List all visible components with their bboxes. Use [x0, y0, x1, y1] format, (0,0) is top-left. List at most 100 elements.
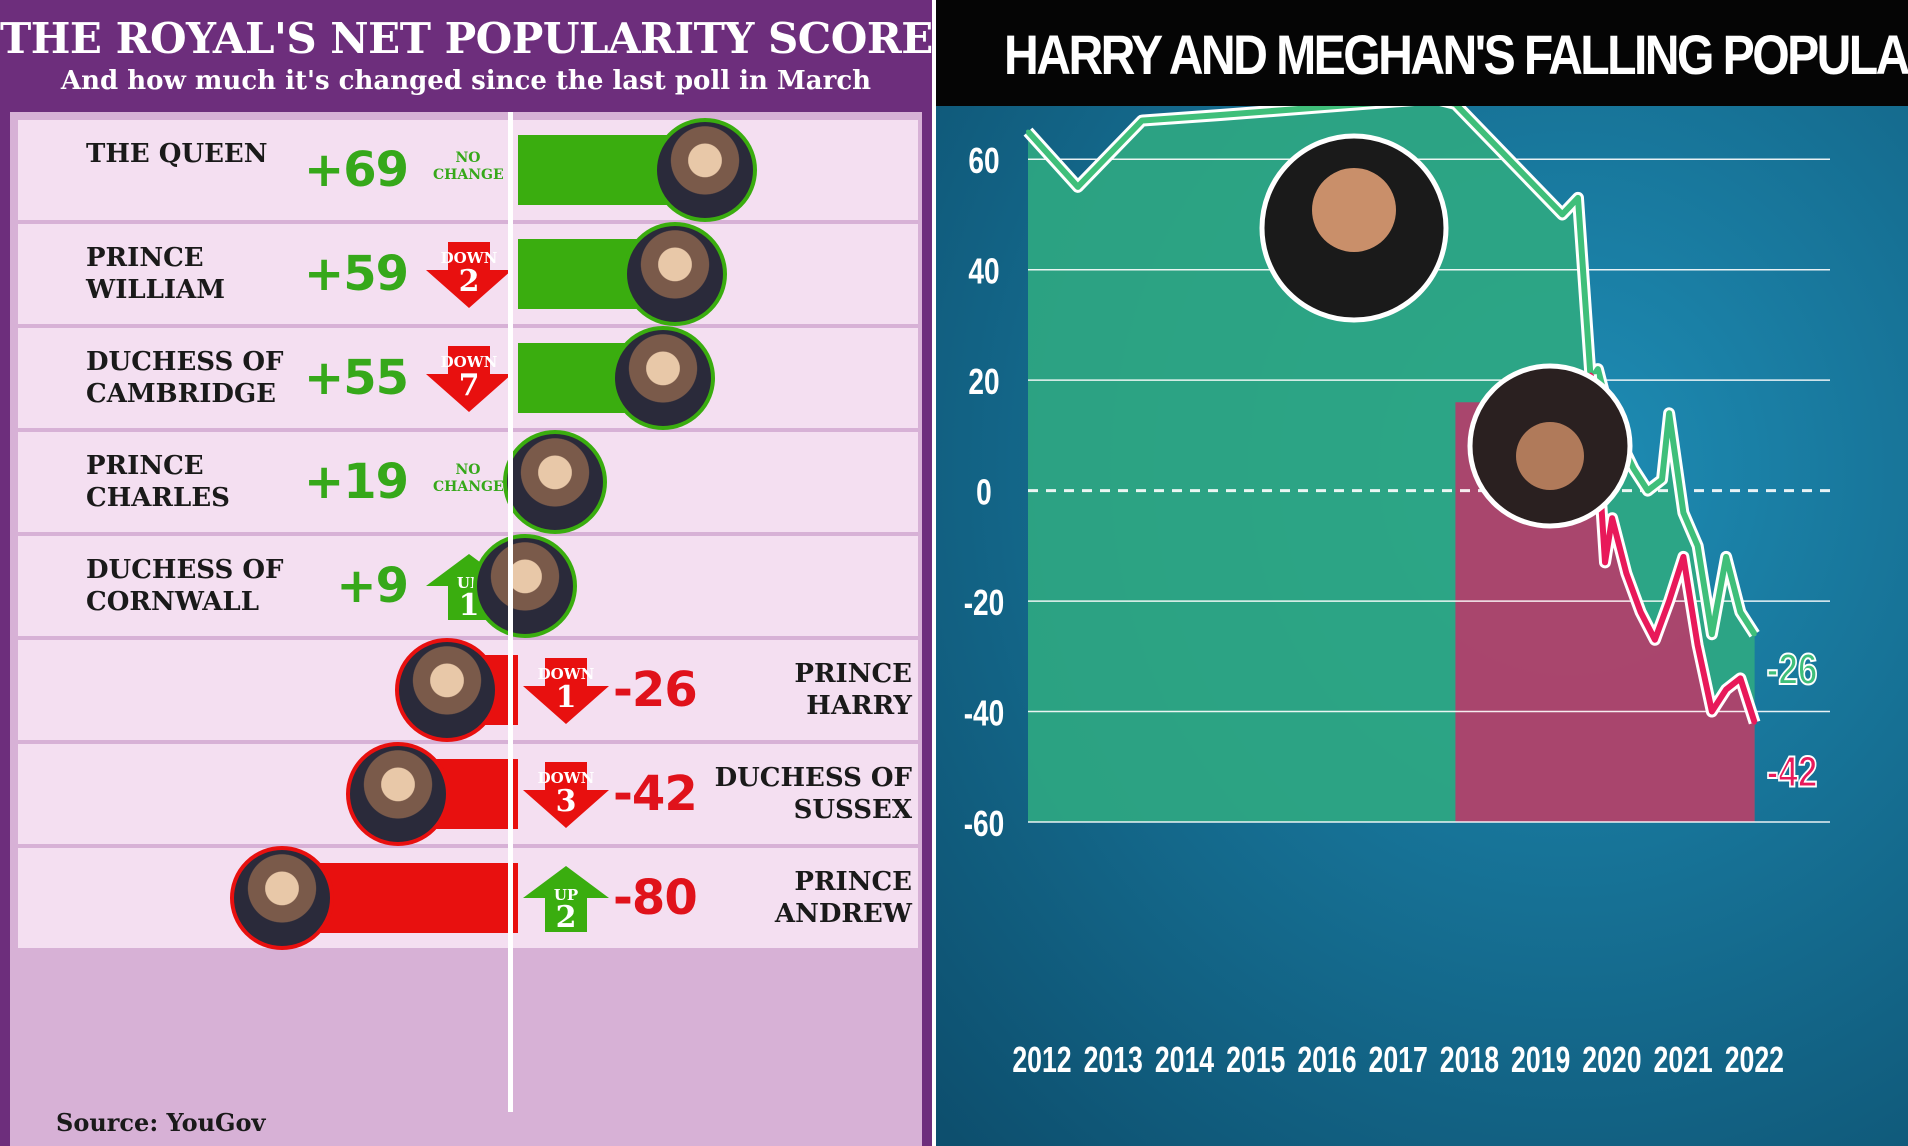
left-chart-title: THE ROYAL'S NET POPULARITY SCORE: [0, 14, 932, 63]
harry-point: [1575, 195, 1580, 200]
royal-name: THE QUEEN: [86, 139, 268, 169]
popularity-line-chart: 60 40 20 0 -20 -40 -60 2012 2013 2014 2015 2016 2017…: [936, 106, 1908, 1146]
source-credit: Source: YouGov: [56, 1108, 266, 1137]
popularity-row: PRINCE ANDREW -80 UP 2: [18, 846, 918, 950]
royal-portrait-icon: [623, 222, 727, 326]
net-score: +69: [303, 142, 409, 198]
royal-name: DUCHESS OF CORNWALL: [86, 555, 284, 617]
royal-portrait-icon: [394, 638, 499, 742]
harry-point: [1681, 510, 1686, 515]
meghan-point: [1738, 676, 1743, 681]
y-tick-label: 60: [968, 141, 999, 181]
y-tick-label: 0: [976, 472, 992, 512]
harry-point: [1139, 118, 1144, 123]
royal-name: DUCHESS OF CAMBRIDGE: [86, 347, 284, 409]
x-tick-label: 2018: [1440, 1039, 1499, 1080]
x-tick-label: 2017: [1369, 1039, 1428, 1080]
y-tick-label: 40: [968, 251, 999, 291]
meghan-point: [1610, 516, 1615, 521]
royal-name: PRINCE HARRY: [794, 659, 912, 721]
meghan-face-icon: [1516, 422, 1584, 490]
y-tick-label: -40: [964, 693, 1005, 733]
meghan-line: [1587, 374, 1758, 724]
meghan-point: [1752, 720, 1757, 725]
up-arrow-icon: UP 2: [523, 866, 609, 935]
x-tick-label: 2021: [1654, 1039, 1713, 1080]
change-label: NO CHANGE: [433, 462, 504, 495]
popularity-row: PRINCE WILLIAM +59 DOWN 2: [18, 222, 918, 326]
harry-point: [1738, 610, 1743, 615]
change-direction: DOWN: [537, 769, 595, 787]
meghan-point: [1709, 709, 1714, 714]
net-score: +55: [303, 350, 409, 406]
x-tick-label: 2019: [1511, 1039, 1570, 1080]
right-title-bar: HARRY AND MEGHAN'S FALLING POPULARITY: [936, 0, 1908, 106]
x-tick-label: 2022: [1725, 1039, 1784, 1080]
royal-portrait-icon: [503, 430, 607, 534]
harry-point: [1667, 411, 1672, 416]
change-amount: 3: [555, 784, 577, 819]
harry-point: [1595, 367, 1600, 372]
change-amount: 1: [555, 680, 577, 715]
royal-portrait-icon: [611, 326, 715, 430]
net-score: +59: [303, 246, 409, 302]
harry-end-label: -26: [1767, 646, 1818, 695]
change-direction: DOWN: [440, 249, 498, 267]
popularity-row: PRINCE HARRY -26 DOWN 1: [18, 638, 918, 742]
harry-point: [1709, 632, 1714, 637]
popularity-rows: THE QUEEN +69 NO CHANGE PRINCE WILLIAM +59 DO…: [10, 112, 922, 1146]
y-tick-label: -60: [964, 804, 1005, 844]
y-tick-label: 20: [968, 362, 999, 402]
harry-point: [1026, 129, 1030, 134]
x-tick-label: 2020: [1582, 1039, 1641, 1080]
change-direction: DOWN: [440, 353, 498, 371]
meghan-point: [1695, 643, 1700, 648]
royal-portrait-icon: [653, 118, 757, 222]
meghan-point: [1638, 610, 1643, 615]
x-tick-label: 2012: [1012, 1039, 1071, 1080]
left-chart-subtitle: And how much it's changed since the last…: [60, 66, 872, 96]
harry-point: [1695, 543, 1700, 548]
y-tick-label: -20: [964, 583, 1005, 623]
meghan-point: [1652, 637, 1657, 642]
popularity-row: PRINCE CHARLES +19 NO CHANGE: [18, 430, 918, 534]
harry-point: [1645, 488, 1650, 493]
meghan-point: [1624, 571, 1629, 576]
meghan-point: [1724, 687, 1729, 692]
royal-name: PRINCE ANDREW: [774, 867, 912, 929]
change-amount: 2: [458, 264, 480, 299]
harry-point: [1724, 554, 1729, 559]
meghan-point: [1603, 560, 1608, 565]
harry-point: [1660, 477, 1665, 482]
popularity-row: THE QUEEN +69 NO CHANGE: [18, 118, 918, 222]
meghan-point: [1667, 599, 1672, 604]
x-tick-label: 2015: [1226, 1039, 1285, 1080]
meghan-point: [1681, 554, 1686, 559]
net-popularity-panel: THE ROYAL'S NET POPULARITY SCORE And how…: [0, 0, 932, 1146]
popularity-row: DUCHESS OF CAMBRIDGE +55 DOWN 7: [18, 326, 918, 430]
royal-name: DUCHESS OF SUSSEX: [714, 763, 912, 825]
net-score: -42: [613, 766, 698, 822]
net-score: -80: [613, 870, 698, 926]
x-tick-label: 2013: [1084, 1039, 1143, 1080]
change-label: NO CHANGE: [433, 150, 504, 183]
down-arrow-icon: DOWN 7: [426, 346, 512, 412]
zero-axis-line: [508, 112, 513, 1112]
change-amount: 7: [458, 368, 480, 403]
popularity-row: DUCHESS OF SUSSEX -42 DOWN 3: [18, 742, 918, 846]
royal-portrait-icon: [345, 742, 450, 846]
harry-point: [1218, 113, 1223, 118]
down-arrow-icon: DOWN 3: [523, 762, 609, 828]
popularity-row: DUCHESS OF CORNWALL +9 UP 1: [18, 534, 918, 638]
royal-name: PRINCE CHARLES: [86, 451, 230, 513]
harry-face-icon: [1312, 168, 1396, 252]
net-score: +19: [303, 454, 409, 510]
royal-portrait-icon: [473, 534, 577, 638]
net-score: +9: [336, 558, 409, 614]
meghan-end-label: -42: [1767, 748, 1818, 797]
change-amount: 2: [555, 900, 577, 935]
change-direction: DOWN: [537, 665, 595, 683]
change-direction: UP: [553, 886, 579, 904]
royal-name: PRINCE WILLIAM: [86, 243, 226, 305]
harry-point: [1075, 184, 1080, 189]
